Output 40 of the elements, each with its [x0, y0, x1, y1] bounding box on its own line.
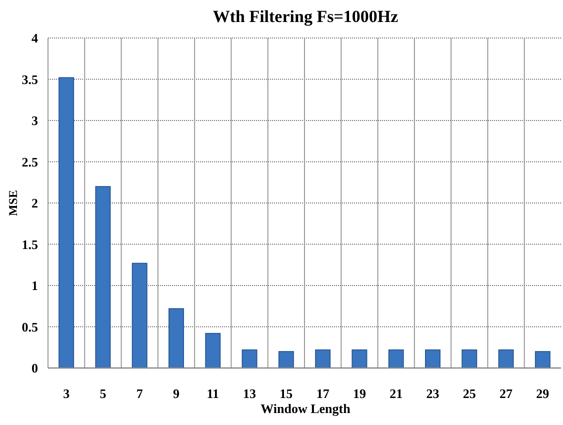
x-tick-label: 29 [536, 386, 550, 401]
x-tick-label: 3 [63, 386, 70, 401]
x-tick-label: 23 [426, 386, 440, 401]
bar [95, 186, 111, 368]
x-tick-label: 17 [316, 386, 330, 401]
bar [352, 349, 368, 368]
bar [462, 349, 478, 368]
x-tick-label: 27 [500, 386, 514, 401]
x-tick-label: 7 [136, 386, 144, 401]
bar [168, 308, 184, 368]
y-tick-label: 2.5 [22, 154, 38, 170]
bar [534, 351, 550, 368]
x-tick-label: 13 [243, 386, 257, 401]
bar [58, 77, 74, 368]
x-tick-label: 25 [462, 386, 476, 401]
y-tick-label: 3 [32, 113, 38, 128]
y-tick-label: 0 [32, 360, 38, 376]
y-tick-label: 4 [32, 30, 38, 46]
bar [388, 349, 404, 368]
bar [242, 349, 258, 368]
bar [498, 349, 514, 368]
y-tick-label: 1 [32, 278, 38, 294]
bar [205, 332, 221, 368]
y-axis-title: MSE [6, 190, 20, 216]
bar [278, 351, 294, 368]
x-axis-title: Window Length [260, 401, 352, 416]
y-tick-label: 0.5 [22, 319, 38, 334]
x-tick-label: 9 [173, 386, 180, 401]
y-tick-label: 1.5 [22, 236, 38, 252]
y-tick-label: 3.5 [22, 72, 38, 87]
bar [425, 349, 440, 368]
x-tick-label: 21 [390, 386, 403, 401]
bar [315, 349, 331, 368]
bar [132, 262, 148, 368]
chart-title: Wth Filtering Fs=1000Hz [212, 7, 399, 26]
x-tick-label: 5 [100, 386, 107, 401]
y-tick-label: 2 [32, 196, 38, 211]
x-tick-label: 19 [352, 386, 366, 401]
x-tick-label: 11 [206, 386, 220, 401]
x-tick-label: 15 [280, 386, 294, 401]
